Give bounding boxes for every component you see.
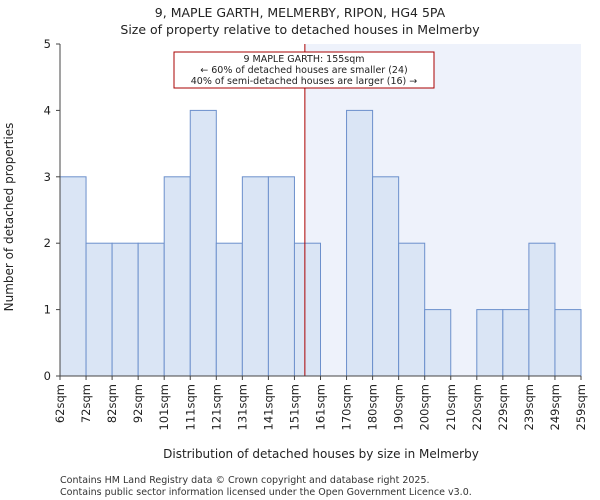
bar-229sqm [502,309,530,377]
x-tick-label-82sqm: 82sqm [105,384,119,423]
bar-180sqm [372,176,400,377]
x-tick-label-249sqm: 249sqm [548,384,562,430]
x-tick-label-180sqm: 180sqm [366,384,380,430]
x-tick-label-92sqm: 92sqm [131,384,145,423]
x-tick-label-239sqm: 239sqm [522,384,536,430]
y-axis: 0 1 2 3 4 5 [44,37,61,383]
bar-239sqm [528,242,556,377]
x-tick-label-151sqm: 151sqm [287,384,301,430]
x-tick-label-121sqm: 121sqm [209,384,223,430]
chart-title-line-1: 9, MAPLE GARTH, MELMERBY, RIPON, HG4 5PA [155,5,446,20]
bar-72sqm [85,242,113,377]
x-axis-label: Distribution of detached houses by size … [163,447,479,461]
bar-190sqm [398,242,426,377]
y-tick-label-3: 3 [44,170,51,184]
bar-111sqm [189,109,217,377]
x-tick-label-72sqm: 72sqm [79,384,93,423]
x-tick-label-141sqm: 141sqm [261,384,275,430]
x-tick-label-111sqm: 111sqm [183,384,197,430]
x-tick-label-229sqm: 229sqm [496,384,510,430]
x-tick-label-101sqm: 101sqm [157,384,171,430]
x-tick-label-190sqm: 190sqm [392,384,406,430]
x-tick-label-200sqm: 200sqm [418,384,432,430]
x-tick-label-259sqm: 259sqm [574,384,588,430]
bar-131sqm [241,176,269,377]
bar-92sqm [137,242,165,377]
annotation-line-1: 9 MAPLE GARTH: 155sqm [243,54,364,65]
x-axis: 62sqm 72sqm 82sqm 92sqm 101sqm 111sqm 121sqm 13… [53,375,588,430]
y-tick-label-0: 0 [44,369,51,383]
annotation-line-3: 40% of semi-detached houses are larger (… [191,76,418,87]
bar-62sqm [59,176,87,377]
x-tick-label-170sqm: 170sqm [340,384,354,430]
x-tick-label-131sqm: 131sqm [235,384,249,430]
y-tick-label-5: 5 [44,37,51,51]
chart-title-line-2: Size of property relative to detached ho… [120,22,480,37]
y-tick-label-2: 2 [44,236,51,250]
x-tick-label-62sqm: 62sqm [53,384,67,423]
annotation-box [173,51,435,89]
footer-line-1: Contains HM Land Registry data © Crown c… [60,475,430,486]
bar-82sqm [111,242,139,377]
bar-151sqm [293,242,322,377]
bar-141sqm [267,176,295,377]
y-tick-label-4: 4 [44,103,51,117]
x-tick-label-161sqm: 161sqm [314,384,328,430]
y-axis-label: Number of detached properties [2,123,16,312]
y-tick-label-1: 1 [44,303,51,317]
bar-121sqm [215,242,243,377]
x-tick-label-220sqm: 220sqm [470,384,484,430]
footer-line-2: Contains public sector information licen… [60,487,472,498]
bar-220sqm [476,309,504,377]
annotation-line-2: ← 60% of detached houses are smaller (24… [200,65,407,76]
bar-170sqm [346,109,374,377]
bar-101sqm [163,176,191,377]
x-tick-label-210sqm: 210sqm [444,384,458,430]
bar-249sqm [554,309,582,377]
bar-200sqm [424,309,452,377]
bar-group [59,109,582,377]
